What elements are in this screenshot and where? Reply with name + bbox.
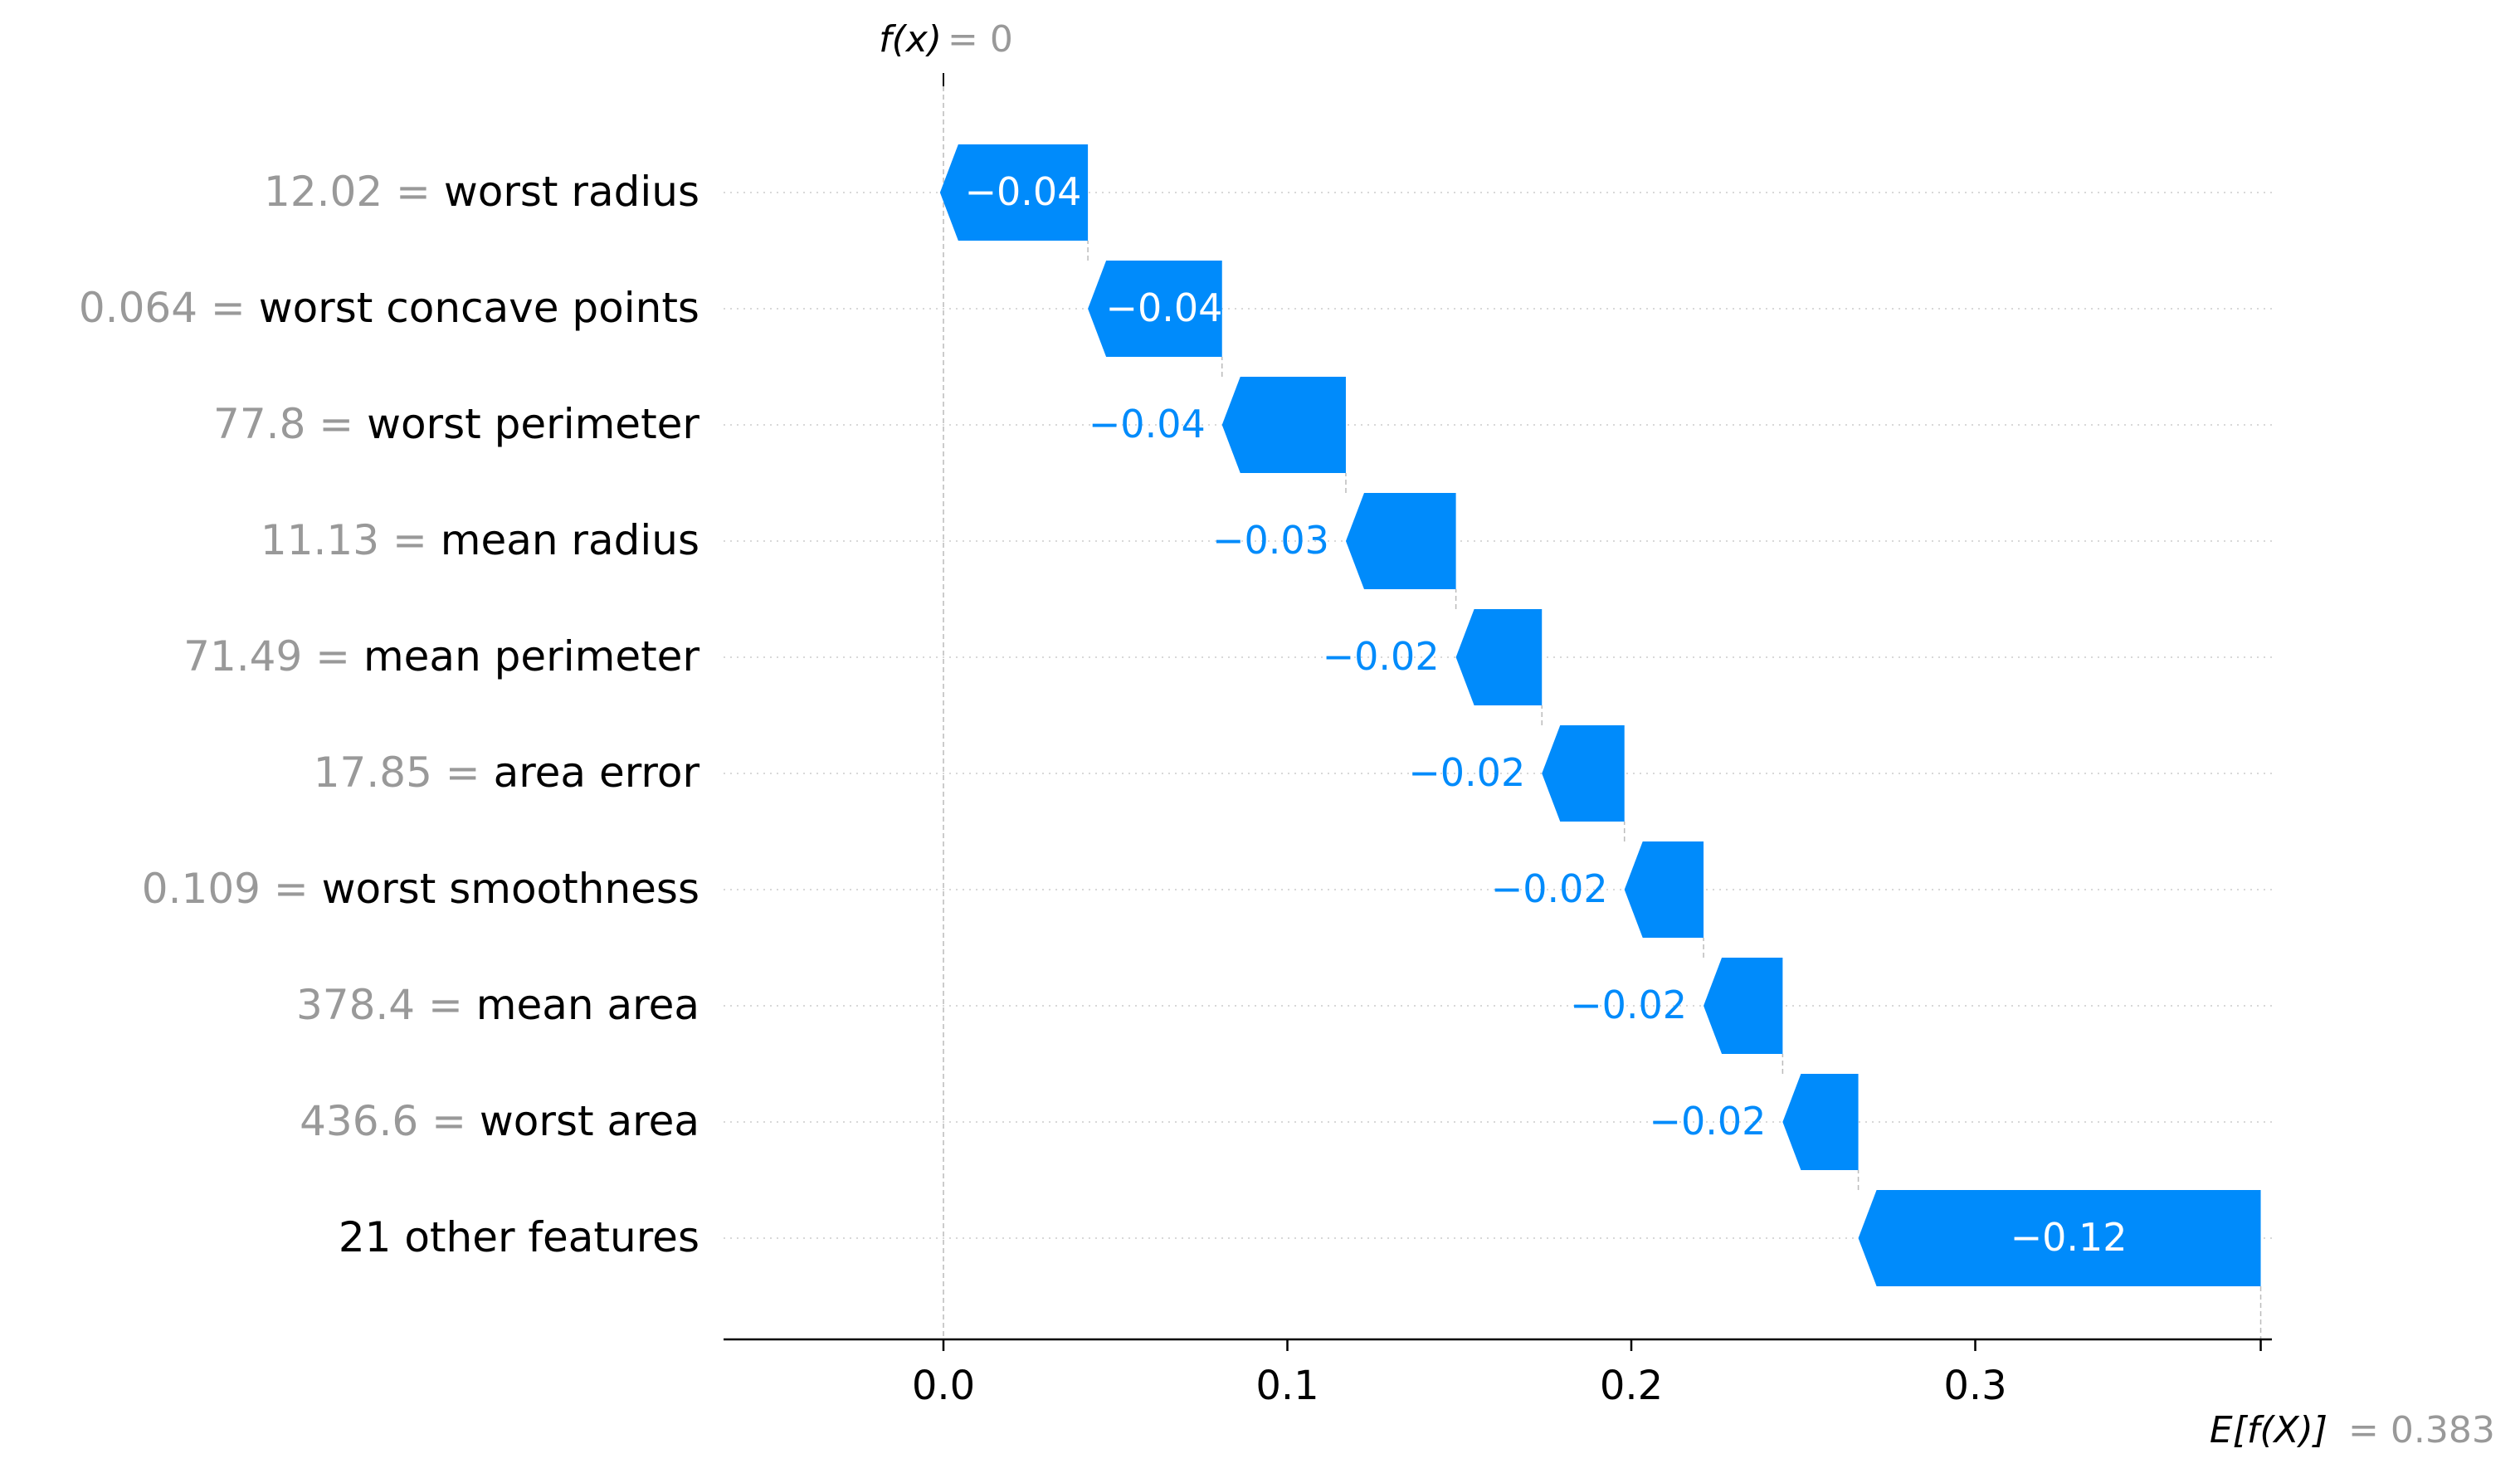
feature-label: 0.109 = worst smoothness bbox=[142, 865, 699, 913]
contribution-label: −0.04 bbox=[1089, 402, 1206, 446]
feature-value: 17.85 = bbox=[314, 749, 494, 797]
bar bbox=[1455, 609, 1543, 705]
bar bbox=[1858, 1190, 2261, 1286]
feature-value: 0.109 = bbox=[142, 865, 322, 913]
bar bbox=[1345, 493, 1456, 589]
bars: −0.04 −0.04 −0.04 −0.03 −0.02 −0.02 −0.02 −0.02… bbox=[939, 144, 2261, 1286]
efx-symbol: E[f(X)] bbox=[2210, 1409, 2327, 1451]
x-tick-label: 0.3 bbox=[1943, 1363, 2006, 1409]
feature-name: worst smoothness bbox=[322, 865, 699, 913]
feature-name: mean perimeter bbox=[363, 632, 699, 680]
feature-value: 378.4 = bbox=[296, 981, 476, 1029]
efx-value: = 0.383 bbox=[2348, 1409, 2495, 1451]
bar bbox=[1782, 1074, 1859, 1170]
contribution-label: −0.04 bbox=[1105, 285, 1222, 330]
feature-labels: 12.02 = worst radius 0.064 = worst concav… bbox=[79, 168, 700, 1261]
feature-name: mean area bbox=[476, 981, 699, 1029]
feature-label: 378.4 = mean area bbox=[296, 981, 699, 1029]
bar bbox=[1542, 725, 1625, 822]
feature-label: 0.064 = worst concave points bbox=[79, 284, 699, 332]
feature-label: 21 other features bbox=[339, 1213, 699, 1261]
x-axis-ticks: 0.0 0.1 0.2 0.3 bbox=[912, 1339, 2262, 1409]
feature-name: worst perimeter bbox=[367, 400, 699, 448]
feature-label: 11.13 = mean radius bbox=[261, 516, 699, 564]
bar bbox=[1624, 841, 1704, 938]
feature-label: 12.02 = worst radius bbox=[264, 168, 699, 216]
feature-name: area error bbox=[494, 749, 700, 797]
contribution-label: −0.03 bbox=[1212, 518, 1329, 563]
connector-lines bbox=[943, 86, 2262, 1339]
feature-name: worst area bbox=[480, 1097, 699, 1145]
feature-value: 0.064 = bbox=[79, 284, 259, 332]
contribution-label: −0.12 bbox=[2011, 1215, 2128, 1260]
bar bbox=[939, 144, 1089, 241]
feature-name: worst concave points bbox=[259, 284, 699, 332]
feature-label: 77.8 = worst perimeter bbox=[213, 400, 699, 448]
bar bbox=[1704, 958, 1783, 1054]
feature-label: 17.85 = area error bbox=[314, 749, 700, 797]
feature-label: 436.6 = worst area bbox=[300, 1097, 699, 1145]
fx-symbol: f(x) bbox=[879, 18, 942, 61]
row-gridlines bbox=[724, 192, 2272, 1239]
contribution-label: −0.04 bbox=[964, 169, 1081, 214]
feature-name: 21 other features bbox=[339, 1213, 699, 1261]
feature-name: worst radius bbox=[444, 168, 699, 216]
x-tick-label: 0.0 bbox=[912, 1363, 975, 1409]
x-tick-label: 0.2 bbox=[1600, 1363, 1663, 1409]
contribution-label: −0.02 bbox=[1570, 983, 1687, 1027]
contribution-label: −0.02 bbox=[1408, 750, 1525, 795]
fx-value: = 0 bbox=[948, 18, 1013, 61]
contribution-label: −0.02 bbox=[1491, 866, 1608, 911]
contribution-label: −0.02 bbox=[1323, 634, 1440, 679]
efx-label: E[f(X)] = 0.383 bbox=[2210, 1409, 2495, 1451]
bar bbox=[1088, 261, 1222, 357]
feature-value: 12.02 = bbox=[264, 168, 444, 216]
feature-value: 77.8 = bbox=[213, 400, 367, 448]
x-tick-label: 0.1 bbox=[1255, 1363, 1318, 1409]
contribution-label: −0.02 bbox=[1649, 1099, 1766, 1144]
feature-name: mean radius bbox=[441, 516, 699, 564]
feature-value: 71.49 = bbox=[183, 632, 363, 680]
fx-label: f(x) = 0 bbox=[879, 18, 1013, 61]
bar bbox=[1221, 377, 1346, 473]
feature-value: 436.6 = bbox=[300, 1097, 480, 1145]
feature-label: 71.49 = mean perimeter bbox=[183, 632, 699, 680]
feature-value: 11.13 = bbox=[261, 516, 441, 564]
